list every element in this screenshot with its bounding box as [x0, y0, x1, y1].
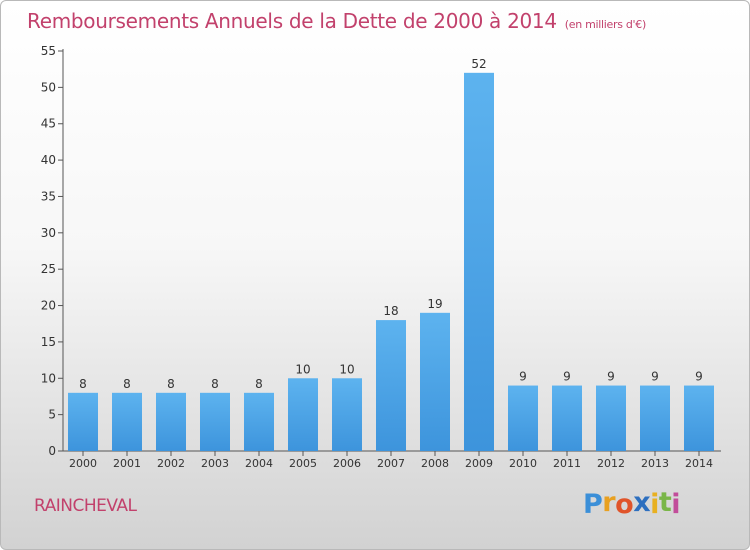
- bar-value-label: 8: [255, 377, 263, 391]
- bar: [332, 378, 362, 451]
- bar-value-label: 10: [295, 362, 310, 376]
- bar: [508, 385, 538, 451]
- bar-value-label: 8: [79, 377, 87, 391]
- bar: [596, 385, 626, 451]
- bar-value-label: 18: [383, 304, 398, 318]
- bar: [156, 392, 186, 451]
- bar: [464, 72, 494, 452]
- bar-value-label: 9: [695, 370, 703, 384]
- bar: [640, 385, 670, 451]
- x-tick-label: 2011: [553, 457, 581, 470]
- bar-value-label: 10: [339, 362, 354, 376]
- bar: [552, 385, 582, 451]
- y-tick-label: 55: [41, 44, 56, 58]
- bar-value-label: 9: [651, 370, 659, 384]
- x-tick-label: 2004: [245, 457, 273, 470]
- x-tick-label: 2007: [377, 457, 405, 470]
- y-tick-label: 20: [41, 299, 56, 313]
- y-tick-label: 30: [41, 226, 56, 240]
- bar: [288, 378, 318, 451]
- bar-value-label: 8: [123, 377, 131, 391]
- x-tick-label: 2001: [113, 457, 141, 470]
- x-tick-label: 2010: [509, 457, 537, 470]
- y-tick-label: 45: [41, 117, 56, 131]
- chart-title: Remboursements Annuels de la Dette de 20…: [27, 9, 646, 33]
- y-tick-label: 40: [41, 153, 56, 167]
- y-tick-label: 10: [41, 371, 56, 385]
- bar: [684, 385, 714, 451]
- bar: [420, 312, 450, 451]
- y-tick-label: 15: [41, 335, 56, 349]
- x-tick-label: 2006: [333, 457, 361, 470]
- x-tick-label: 2003: [201, 457, 229, 470]
- bar-value-label: 9: [519, 370, 527, 384]
- logo-letter: o: [615, 489, 634, 520]
- logo-letter: r: [602, 487, 616, 518]
- bar-value-label: 9: [607, 370, 615, 384]
- commune-name: RAINCHEVAL: [34, 496, 137, 516]
- bar: [68, 392, 98, 451]
- y-tick-label: 0: [48, 444, 56, 458]
- x-tick-label: 2012: [597, 457, 625, 470]
- chart-subtitle: (en milliers d'€): [564, 18, 646, 31]
- y-tick-label: 50: [41, 80, 56, 94]
- logo-letter: x: [633, 487, 651, 518]
- chart-title-text: Remboursements Annuels de la Dette de 20…: [27, 9, 557, 33]
- y-tick-label: 25: [41, 262, 56, 276]
- x-tick-label: 2000: [69, 457, 97, 470]
- bar: [200, 392, 230, 451]
- logo-letter: P: [583, 489, 603, 520]
- x-tick-label: 2009: [465, 457, 493, 470]
- x-tick-label: 2014: [685, 457, 713, 470]
- y-tick-label: 35: [41, 189, 56, 203]
- bar-value-label: 8: [211, 377, 219, 391]
- logo-letter: i: [650, 489, 659, 520]
- x-tick-label: 2013: [641, 457, 669, 470]
- x-tick-label: 2002: [157, 457, 185, 470]
- logo-letter: i: [671, 489, 681, 520]
- x-tick-label: 2005: [289, 457, 317, 470]
- bar: [244, 392, 274, 451]
- proxiti-logo: Proxiti: [583, 487, 681, 520]
- y-tick-label: 5: [48, 408, 56, 422]
- bar-value-label: 52: [471, 57, 486, 71]
- bar-value-label: 9: [563, 370, 571, 384]
- bar-value-label: 19: [427, 297, 442, 311]
- x-tick-label: 2008: [421, 457, 449, 470]
- bar: [376, 320, 406, 451]
- bar-value-label: 8: [167, 377, 175, 391]
- logo-letter: t: [658, 487, 672, 518]
- bar: [112, 392, 142, 451]
